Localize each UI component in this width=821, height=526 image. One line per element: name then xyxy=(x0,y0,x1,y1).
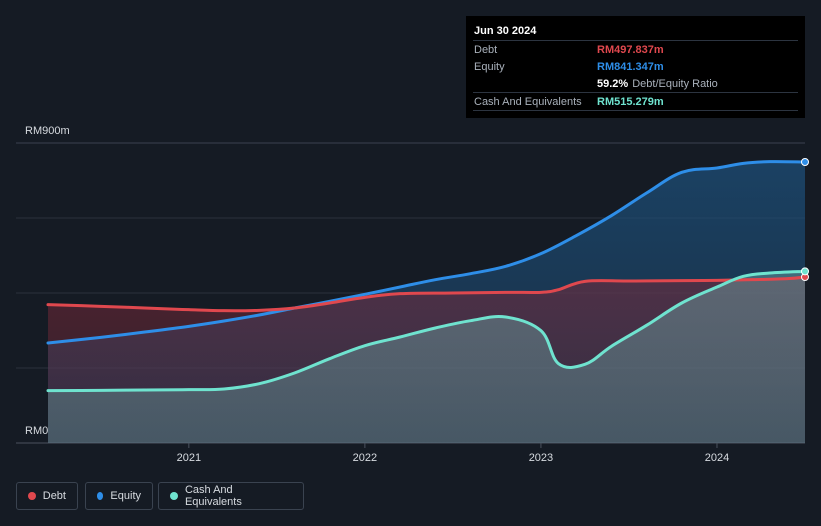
tooltip-label-cash: Cash And Equivalents xyxy=(474,95,582,108)
tooltip-label-equity: Equity xyxy=(474,60,505,73)
y-axis-zero-label: RM0 xyxy=(25,425,49,437)
x-axis: 2021 2022 2023 2024 xyxy=(177,443,729,464)
tooltip-ratio-caption: Debt/Equity Ratio xyxy=(632,77,718,90)
tooltip-row-equity: Equity RM841.347m xyxy=(473,58,798,75)
equity-legend-dot-icon xyxy=(97,492,104,500)
cash-area xyxy=(48,271,805,443)
tooltip-date: Jun 30 2024 xyxy=(474,25,537,37)
legend-item-debt[interactable]: Debt xyxy=(16,482,78,510)
tooltip-divider xyxy=(473,110,798,111)
x-tick-label: 2022 xyxy=(353,452,377,464)
x-tick-label: 2021 xyxy=(177,452,201,464)
equity-end-marker xyxy=(801,158,809,166)
series-end-markers xyxy=(801,158,809,281)
x-tick-label: 2024 xyxy=(705,452,729,464)
tooltip-value-debt: RM497.837m xyxy=(597,43,664,56)
tooltip-row-cash: Cash And Equivalents RM515.279m xyxy=(473,92,798,110)
tooltip-value-ratio: 59.2% xyxy=(597,77,629,90)
legend-item-cash[interactable]: Cash And Equivalents xyxy=(158,482,304,510)
equity-line xyxy=(46,160,807,345)
legend-label-equity: Equity xyxy=(110,490,141,502)
tooltip: Jun 30 2024 Debt RM497.837m Equity RM841… xyxy=(466,16,805,118)
cash-end-marker xyxy=(801,267,809,276)
y-axis-max-label: RM900m xyxy=(25,125,70,137)
legend-label-debt: Debt xyxy=(42,490,66,502)
cash-legend-dot-icon xyxy=(170,492,178,500)
x-tick-label: 2023 xyxy=(529,452,553,464)
tooltip-row-ratio: 59.2% Debt/Equity Ratio xyxy=(473,75,798,92)
tooltip-value-cash: RM515.279m xyxy=(597,95,664,108)
series-lines xyxy=(46,160,807,393)
series-areas xyxy=(48,161,805,443)
tooltip-label-debt: Debt xyxy=(474,43,498,56)
debt-line xyxy=(46,275,807,313)
tooltip-value-equity: RM841.347m xyxy=(597,60,664,73)
debt-legend-dot-icon xyxy=(28,492,36,500)
legend-item-equity[interactable]: Equity xyxy=(85,482,153,510)
tooltip-row-debt: Debt RM497.837m xyxy=(473,40,798,58)
cash-line xyxy=(46,269,807,393)
legend-label-cash: Cash And Equivalents xyxy=(184,484,242,508)
